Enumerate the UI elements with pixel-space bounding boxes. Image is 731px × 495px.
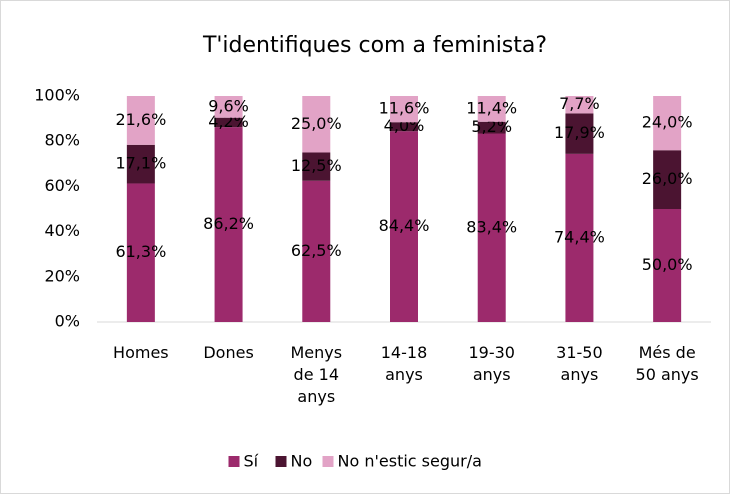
bar-segment <box>477 96 506 122</box>
x-tick-label: 31-50 anys <box>556 343 603 384</box>
y-tick-label: 60% <box>44 176 80 195</box>
data-label: 7,7% <box>559 94 600 113</box>
bar-segment <box>565 113 594 154</box>
bar-segment <box>565 96 594 114</box>
legend-label: No n'estic segur/a <box>338 452 482 471</box>
bar-segment <box>126 96 155 145</box>
chart-title: T'identifiques com a feminista? <box>202 33 547 58</box>
x-tick-label: 14-18 anys <box>380 343 428 384</box>
bar-segment <box>126 183 155 322</box>
data-label: 24,0% <box>642 113 693 132</box>
data-label: 5,2% <box>471 117 512 136</box>
data-label: 25,0% <box>291 114 342 133</box>
bar-segment <box>126 144 155 184</box>
data-label: 61,3% <box>115 242 166 261</box>
bar-segment <box>390 131 418 322</box>
bar-segment <box>565 153 594 322</box>
bar-segment <box>390 96 418 123</box>
bar-segment <box>302 96 331 153</box>
legend-swatch <box>275 456 287 467</box>
data-label: 74,4% <box>554 227 605 246</box>
x-tick-label: Dones <box>203 343 254 362</box>
y-tick-label: 80% <box>44 131 80 150</box>
y-tick-label: 0% <box>55 312 80 331</box>
data-label: 9,6% <box>208 96 249 115</box>
data-label: 17,1% <box>115 154 166 173</box>
legend-swatch <box>322 456 334 467</box>
x-tick-label: Homes <box>113 343 169 362</box>
bar-segment <box>653 96 682 151</box>
data-label: 21,6% <box>115 110 166 129</box>
data-label: 83,4% <box>466 217 517 236</box>
y-tick-label: 100% <box>34 86 80 105</box>
data-label: 11,4% <box>466 98 517 117</box>
bar-segment <box>653 209 682 322</box>
legend-label: Sí <box>244 452 259 471</box>
y-tick-label: 40% <box>44 221 80 240</box>
bar-segment <box>477 133 506 322</box>
data-label: 86,2% <box>203 214 254 233</box>
bar-segment <box>302 152 331 181</box>
data-label: 17,9% <box>554 123 605 142</box>
x-tick-label: Menys de 14 anys <box>290 343 343 406</box>
bar-segment <box>653 150 682 209</box>
x-tick-label: Més de 50 anys <box>635 343 699 384</box>
data-label: 11,6% <box>379 99 430 118</box>
data-label: 12,5% <box>291 156 342 175</box>
data-label: 26,0% <box>642 169 693 188</box>
bar-segment <box>214 96 243 118</box>
bar-segment <box>214 127 243 322</box>
legend-label: No <box>291 452 313 471</box>
data-label: 62,5% <box>291 241 342 260</box>
bar-segment <box>214 117 243 128</box>
x-tick-label: 19-30 anys <box>468 343 515 384</box>
bar-segment <box>390 122 418 132</box>
data-label: 84,4% <box>379 216 430 235</box>
legend-swatch <box>228 456 240 467</box>
data-label: 50,0% <box>642 255 693 274</box>
y-tick-label: 20% <box>44 266 80 285</box>
bar-segment <box>302 180 331 322</box>
bar-segment <box>477 121 506 134</box>
